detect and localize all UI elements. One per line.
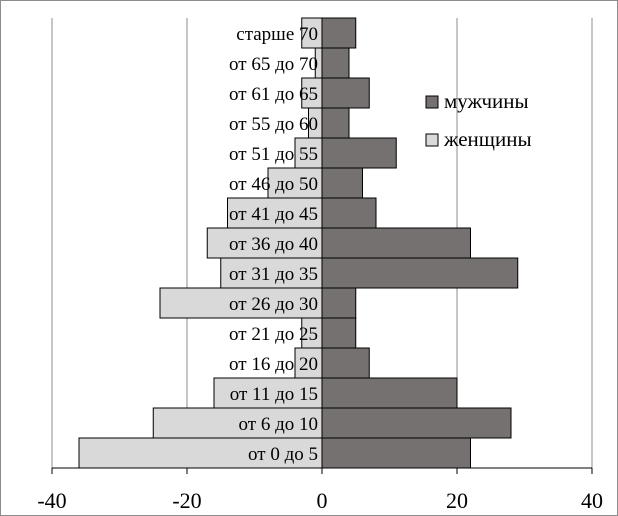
legend-swatch-1 (425, 133, 439, 147)
category-label-10: от 51 до 55 (229, 144, 318, 165)
bar-women-8 (227, 197, 323, 229)
bar-men-7 (321, 227, 471, 259)
bar-men-1 (321, 407, 512, 439)
x-tick-label-4: 40 (581, 488, 603, 513)
bar-men-11 (321, 107, 350, 139)
bar-men-14 (321, 17, 357, 49)
legend-label-1: женщины (443, 127, 532, 151)
category-label-12: от 61 до 65 (229, 84, 318, 105)
category-label-4: от 21 до 25 (229, 324, 318, 345)
bar-women-1 (152, 407, 323, 439)
bar-women-2 (213, 377, 323, 409)
bar-men-6 (321, 257, 519, 289)
x-tick-label-1: -20 (172, 488, 201, 513)
axes (51, 18, 593, 474)
category-label-5: от 26 до 30 (229, 294, 318, 315)
x-tick-label-2: 0 (317, 488, 328, 513)
category-label-13: от 65 до 70 (229, 54, 318, 75)
bar-men-9 (321, 167, 363, 199)
category-label-6: от 31 до 35 (229, 264, 318, 285)
category-label-8: от 41 до 45 (229, 204, 318, 225)
category-label-0: от 0 до 5 (248, 444, 318, 465)
category-label-1: от 6 до 10 (239, 414, 318, 435)
category-label-2: от 11 до 15 (230, 384, 318, 405)
bar-men-0 (321, 437, 471, 469)
bar-men-13 (321, 47, 350, 79)
bar-women-7 (206, 227, 323, 259)
bar-women-6 (220, 257, 323, 289)
category-label-14: старше 70 (236, 24, 318, 45)
bar-women-9 (267, 167, 323, 199)
bar-men-10 (321, 137, 397, 169)
bar-men-2 (321, 377, 458, 409)
bar-men-8 (321, 197, 377, 229)
bars (78, 17, 519, 469)
category-label-9: от 46 до 50 (229, 174, 318, 195)
x-tick-label-3: 20 (446, 488, 468, 513)
tick-labels: -40 -20 0 20 40 (37, 488, 603, 513)
legend-swatch-0 (425, 95, 439, 109)
bar-men-12 (321, 77, 370, 109)
bar-women-5 (159, 287, 323, 319)
category-label-7: от 36 до 40 (229, 234, 318, 255)
category-label-3: от 16 до 20 (229, 354, 318, 375)
bar-men-3 (321, 347, 370, 379)
bar-men-5 (321, 287, 357, 319)
legend: мужчины женщины (425, 89, 532, 151)
bar-men-4 (321, 317, 357, 349)
category-labels: от 0 до 5 от 6 до 10 от 11 до 15 от 16 до 2… (229, 24, 318, 465)
x-tick-label-0: -40 (37, 488, 66, 513)
legend-label-0: мужчины (444, 89, 529, 113)
category-label-11: от 55 до 60 (229, 114, 318, 135)
